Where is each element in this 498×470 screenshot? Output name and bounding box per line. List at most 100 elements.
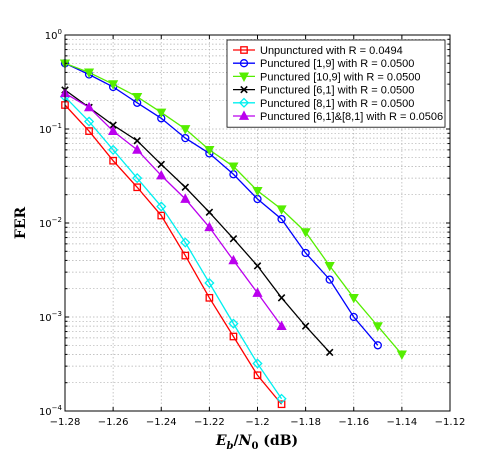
data-point (276, 393, 287, 404)
data-point (252, 358, 263, 369)
data-point (109, 156, 117, 165)
data-point (252, 186, 263, 197)
x-axis-title: Eb/N0 (dB) (215, 433, 298, 452)
legend-label: Punctured [6,1]&[8,1] with R = 0.0506 (260, 111, 443, 123)
data-point (324, 262, 335, 272)
data-point (349, 312, 358, 322)
data-point (85, 127, 93, 135)
data-point (300, 228, 311, 238)
data-point (325, 348, 334, 357)
data-point (83, 68, 95, 78)
x-tick-label: −1.26 (98, 417, 129, 428)
legend-label: Punctured [8,1] with R = 0.0500 (260, 98, 414, 110)
data-point (108, 80, 119, 90)
legend-label: Punctured [1,9] with R = 0.0500 (260, 58, 414, 70)
data-point (205, 293, 214, 302)
legend-marker (238, 72, 250, 82)
data-point (253, 262, 262, 270)
data-point (83, 101, 95, 112)
data-point (132, 144, 143, 154)
x-tick-label: −1.2 (245, 417, 269, 428)
data-point (132, 173, 143, 184)
series-line (64, 92, 283, 327)
data-point (373, 341, 382, 350)
data-point (348, 293, 359, 304)
data-point (181, 133, 190, 143)
series-line (64, 89, 331, 353)
data-point (301, 248, 310, 258)
data-point (108, 125, 119, 135)
legend-label: Punctured [6,1] with R = 0.0500 (260, 85, 414, 97)
data-point (132, 92, 143, 103)
x-tick-label: −1.28 (50, 417, 81, 428)
data-point (156, 108, 167, 119)
series-3 (59, 59, 407, 360)
data-point (229, 332, 238, 341)
data-point (276, 320, 287, 330)
data-point (396, 350, 407, 360)
data-point (156, 169, 167, 180)
data-point (205, 208, 214, 217)
legend-entry: Punctured [6,1]&[8,1] with R = 0.0506 (233, 110, 443, 123)
data-point (253, 371, 262, 380)
data-point (157, 160, 166, 169)
x-tick-label: −1.24 (146, 417, 177, 428)
data-point (301, 322, 310, 330)
x-tick-label: −1.16 (338, 417, 369, 428)
legend-marker (238, 97, 250, 108)
data-point (180, 193, 191, 203)
legend-box (226, 39, 446, 128)
legend-entry: Unpunctured with R = 0.0494 (233, 45, 403, 57)
data-point (157, 211, 166, 220)
series-6 (59, 87, 287, 330)
legend-entry: Punctured [10,9] with R = 0.0500 (233, 71, 421, 83)
legend-marker (240, 85, 248, 94)
series-line (64, 62, 379, 346)
data-point (276, 205, 287, 215)
series-layer (59, 59, 407, 409)
data-point (133, 183, 142, 192)
series-5 (59, 91, 287, 404)
data-point (252, 287, 263, 297)
data-point (229, 234, 238, 243)
x-tick-label: −1.18 (290, 417, 321, 428)
data-point (228, 254, 239, 265)
data-point (156, 201, 167, 212)
data-point (228, 318, 239, 329)
x-tick-label: −1.14 (387, 417, 418, 428)
data-point (204, 146, 215, 156)
y-axis-title: FER (13, 207, 29, 240)
y-tick-label: 10−2 (39, 216, 62, 230)
y-tick-label: 10−1 (39, 122, 62, 136)
series-1 (61, 101, 286, 409)
data-point (277, 214, 286, 224)
legend-marker (240, 46, 248, 54)
data-point (109, 121, 117, 129)
y-tick-label: 10−3 (39, 310, 62, 324)
x-tick-label: −1.22 (194, 417, 225, 428)
y-tick-label: 100 (45, 28, 62, 42)
data-point (181, 183, 190, 192)
data-point (180, 125, 191, 135)
legend-entry: Punctured [8,1] with R = 0.0500 (233, 97, 414, 110)
data-point (325, 275, 334, 284)
data-point (228, 162, 239, 172)
axis-ticks: −1.28 −1.26 −1.24 −1.22 −1.2 −1.18 −1.16 −1.14 −… (39, 28, 465, 428)
legend-entry: Punctured [6,1] with R = 0.0500 (233, 85, 414, 97)
data-point (204, 277, 215, 289)
data-point (180, 237, 191, 248)
data-point (133, 136, 141, 145)
legend-label: Unpunctured with R = 0.0494 (260, 45, 403, 57)
data-point (204, 221, 215, 232)
series-line (64, 96, 283, 400)
legend-label: Punctured [10,9] with R = 0.0500 (260, 71, 421, 83)
legend-marker (238, 110, 250, 120)
data-point (372, 322, 383, 332)
data-point (181, 251, 190, 260)
legend-entry: Punctured [1,9] with R = 0.0500 (233, 58, 414, 70)
data-point (108, 144, 119, 155)
legend-marker (239, 59, 249, 68)
x-tick-label: −1.12 (435, 417, 466, 428)
